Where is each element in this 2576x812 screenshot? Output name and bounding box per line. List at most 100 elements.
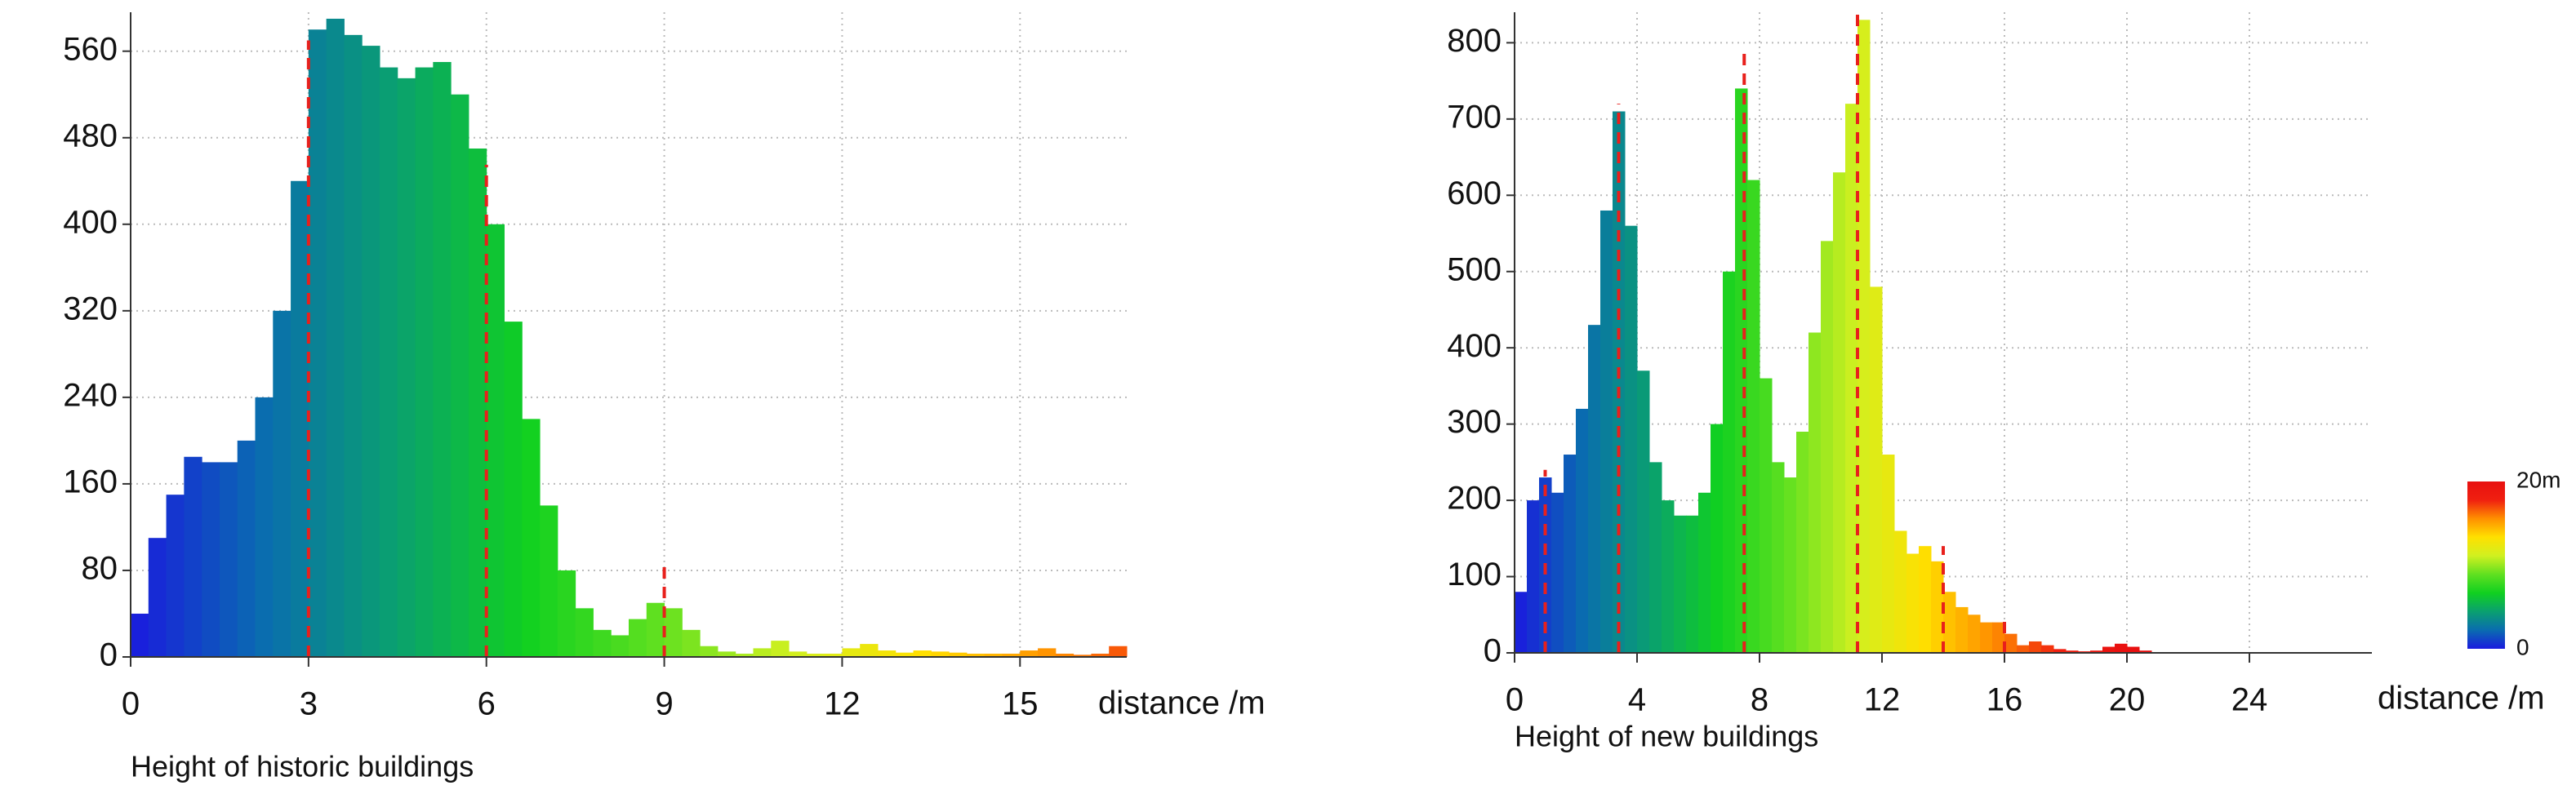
histogram-bar: [1091, 654, 1110, 657]
histogram-bar: [1674, 515, 1687, 653]
histogram-bar: [824, 654, 843, 657]
histogram-bar: [2053, 649, 2067, 653]
histogram-bar: [1686, 515, 1699, 653]
histogram-bar: [629, 619, 647, 657]
histogram-bar: [1894, 530, 1907, 653]
histogram-bar: [2139, 650, 2152, 653]
y-tick-label: 160: [63, 464, 118, 499]
histogram-bar: [735, 654, 754, 657]
histogram-bar: [1109, 646, 1128, 657]
histogram-chart: 0 100 200 300 400 500 600 700 800 0 4 8 12 16 20 24 dist…: [1447, 12, 2545, 753]
histogram-bar: [1760, 378, 1773, 653]
histogram-bar: [1723, 271, 1736, 653]
histogram-bar: [380, 67, 398, 658]
histogram-bar: [2102, 646, 2116, 653]
histogram-bar: [148, 538, 167, 657]
histogram-bar: [931, 651, 950, 657]
y-tick-label: 200: [1447, 481, 1502, 517]
histogram-bar: [433, 61, 452, 658]
x-axis-label: distance /m: [2378, 681, 2545, 717]
histogram-bar: [1698, 492, 1711, 653]
y-tick-label: 400: [63, 204, 118, 240]
y-tick-label: 700: [1447, 99, 1502, 135]
histogram-bar: [131, 613, 149, 657]
x-tick-label: 0: [122, 686, 140, 722]
histogram-bar: [789, 651, 808, 657]
histogram-bar: [842, 648, 861, 657]
histogram-bar: [1772, 462, 1785, 653]
histogram-bar: [202, 462, 220, 657]
histogram-bar: [1906, 553, 1920, 653]
histogram-bar: [1857, 20, 1871, 654]
colorbar: [2467, 481, 2505, 649]
histogram-bar: [771, 641, 790, 657]
histogram-bar: [611, 635, 630, 657]
histogram-bar: [1968, 615, 1981, 653]
histogram-chart: 0 80 160 240 320 400 480 560 0 3 6 9 12 15 distance /m…: [63, 12, 1266, 783]
histogram-bar: [1600, 210, 1613, 653]
y-tick-label: 480: [63, 118, 118, 153]
histogram-bar: [717, 651, 736, 657]
histogram-bar: [415, 67, 434, 658]
histogram-bar: [1809, 332, 1822, 653]
histogram-bar: [1882, 455, 1895, 653]
histogram-bar: [273, 310, 291, 657]
x-tick-label: 3: [300, 686, 318, 722]
histogram-bar: [753, 648, 772, 657]
histogram-bar: [1515, 592, 1528, 653]
histogram-bar: [575, 608, 594, 657]
histogram-bar: [1613, 111, 1626, 653]
histogram-bar: [1649, 462, 1662, 653]
histogram-bar: [860, 644, 879, 657]
histogram-bar: [486, 224, 505, 657]
histogram-bar: [308, 29, 327, 657]
histogram-bar: [1662, 500, 1675, 653]
histogram-bar: [966, 654, 985, 657]
histogram-bar: [1784, 477, 1797, 653]
chart-title: Height of new buildings: [1515, 720, 1818, 753]
y-tick-label: 320: [63, 291, 118, 326]
histogram-bar: [237, 440, 256, 657]
histogram-bar: [646, 602, 665, 657]
x-tick-label: 8: [1751, 682, 1768, 718]
histogram-bar: [1073, 654, 1092, 657]
x-tick-label: 20: [2109, 682, 2146, 718]
histogram-bar: [2127, 646, 2140, 653]
y-tick-label: 800: [1447, 23, 1502, 59]
histogram-bar: [451, 94, 469, 657]
x-tick-label: 9: [655, 686, 673, 722]
y-tick-label: 600: [1447, 175, 1502, 211]
histogram-bar: [700, 646, 719, 657]
y-tick-label: 500: [1447, 251, 1502, 287]
histogram-bar: [2066, 650, 2079, 653]
histogram-bar: [1980, 622, 1993, 653]
histogram-bar: [1625, 225, 1638, 654]
histogram-bar: [1992, 622, 2005, 653]
histogram-bar: [468, 149, 487, 657]
histogram-bar: [1564, 455, 1577, 653]
histogram-bar: [2029, 641, 2042, 653]
y-tick-label: 0: [100, 637, 118, 673]
histogram-bar: [2090, 650, 2103, 653]
histogram-bar: [1919, 546, 1932, 653]
histogram-bar: [1527, 500, 1540, 653]
x-tick-label: 24: [2231, 682, 2268, 718]
histogram-bar: [1038, 648, 1057, 657]
y-tick-label: 80: [82, 551, 118, 587]
histogram-bar: [664, 608, 683, 657]
histogram-bar: [1576, 408, 1589, 653]
x-tick-label: 6: [478, 686, 496, 722]
colorbar-label: 20m: [2516, 467, 2560, 492]
histogram-bar: [184, 456, 202, 657]
histogram-bar: [397, 78, 416, 657]
histogram-bar: [1002, 654, 1021, 657]
histogram-bar: [913, 650, 932, 657]
y-tick-label: 240: [63, 377, 118, 413]
histogram-bar: [1551, 492, 1564, 653]
y-tick-label: 0: [1484, 633, 1502, 669]
histogram-bar: [682, 629, 701, 657]
histogram-bar: [1821, 241, 1834, 653]
x-tick-label: 0: [1506, 682, 1524, 718]
histogram-bar: [219, 462, 238, 657]
